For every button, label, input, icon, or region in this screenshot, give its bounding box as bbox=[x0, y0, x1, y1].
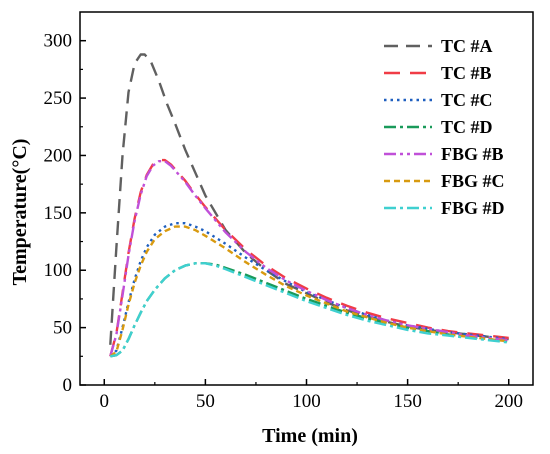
y-tick-label: 150 bbox=[44, 203, 73, 224]
y-tick-label: 300 bbox=[44, 31, 73, 52]
x-axis-title: Time (min) bbox=[262, 425, 358, 447]
series-layer bbox=[109, 53, 509, 358]
legend-label-tc-c: TC #C bbox=[441, 90, 493, 110]
legend-label-tc-d: TC #D bbox=[441, 117, 493, 137]
x-tick-label: 0 bbox=[100, 391, 110, 412]
y-tick-label: 0 bbox=[63, 375, 73, 396]
series-line-fbg-b bbox=[109, 159, 509, 357]
legend-label-tc-a: TC #A bbox=[441, 36, 493, 56]
y-tick-label: 200 bbox=[44, 145, 73, 166]
ticks-layer: 0 50 100 150 200 0 50 100 150 200 250 300 bbox=[44, 31, 523, 412]
legend-label-tc-b: TC #B bbox=[441, 63, 492, 83]
x-tick-label: 100 bbox=[292, 391, 321, 412]
legend-label-fbg-b: FBG #B bbox=[441, 144, 504, 164]
legend-label-fbg-d: FBG #D bbox=[441, 198, 505, 218]
series-line-tc-c bbox=[109, 221, 509, 358]
legend-label-fbg-c: FBG #C bbox=[441, 171, 505, 191]
x-tick-label: 50 bbox=[196, 391, 215, 412]
series-line-tc-d bbox=[110, 262, 509, 358]
series-line-fbg-d bbox=[110, 262, 509, 358]
legend: TC #A TC #B TC #C TC #D FBG #B FBG #C FBG #D bbox=[384, 36, 505, 218]
y-tick-label: 250 bbox=[44, 88, 73, 109]
y-tick-label: 50 bbox=[53, 318, 72, 339]
y-tick-label: 100 bbox=[44, 260, 73, 281]
x-tick-label: 200 bbox=[494, 391, 523, 412]
x-tick-label: 150 bbox=[393, 391, 422, 412]
y-axis-title: Temperature(°C) bbox=[9, 139, 31, 286]
